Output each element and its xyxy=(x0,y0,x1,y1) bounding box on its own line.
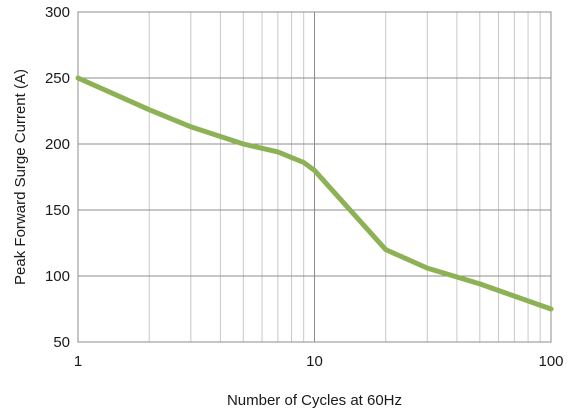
y-tick-label: 150 xyxy=(45,202,70,219)
y-axis-label: Peak Forward Surge Current (A) xyxy=(12,69,29,285)
y-tick-label: 200 xyxy=(45,136,70,153)
y-tick-labels: 50 100 150 200 250 300 xyxy=(45,4,70,351)
series-layer xyxy=(75,75,554,312)
y-tick-label: 100 xyxy=(45,268,70,285)
x-tick-labels: 1 10 100 xyxy=(74,353,564,370)
x-tick-label: 100 xyxy=(538,353,563,370)
y-tick-label: 50 xyxy=(53,334,70,351)
x-tick-label: 10 xyxy=(306,353,323,370)
series-line xyxy=(75,75,554,312)
x-tick-label: 1 xyxy=(74,353,82,370)
x-axis-label: Number of Cycles at 60Hz xyxy=(227,392,402,409)
minor-gridlines xyxy=(148,12,541,342)
y-tick-label: 300 xyxy=(45,4,70,21)
y-tick-label: 250 xyxy=(45,70,70,87)
plot-area-frame xyxy=(77,11,552,343)
